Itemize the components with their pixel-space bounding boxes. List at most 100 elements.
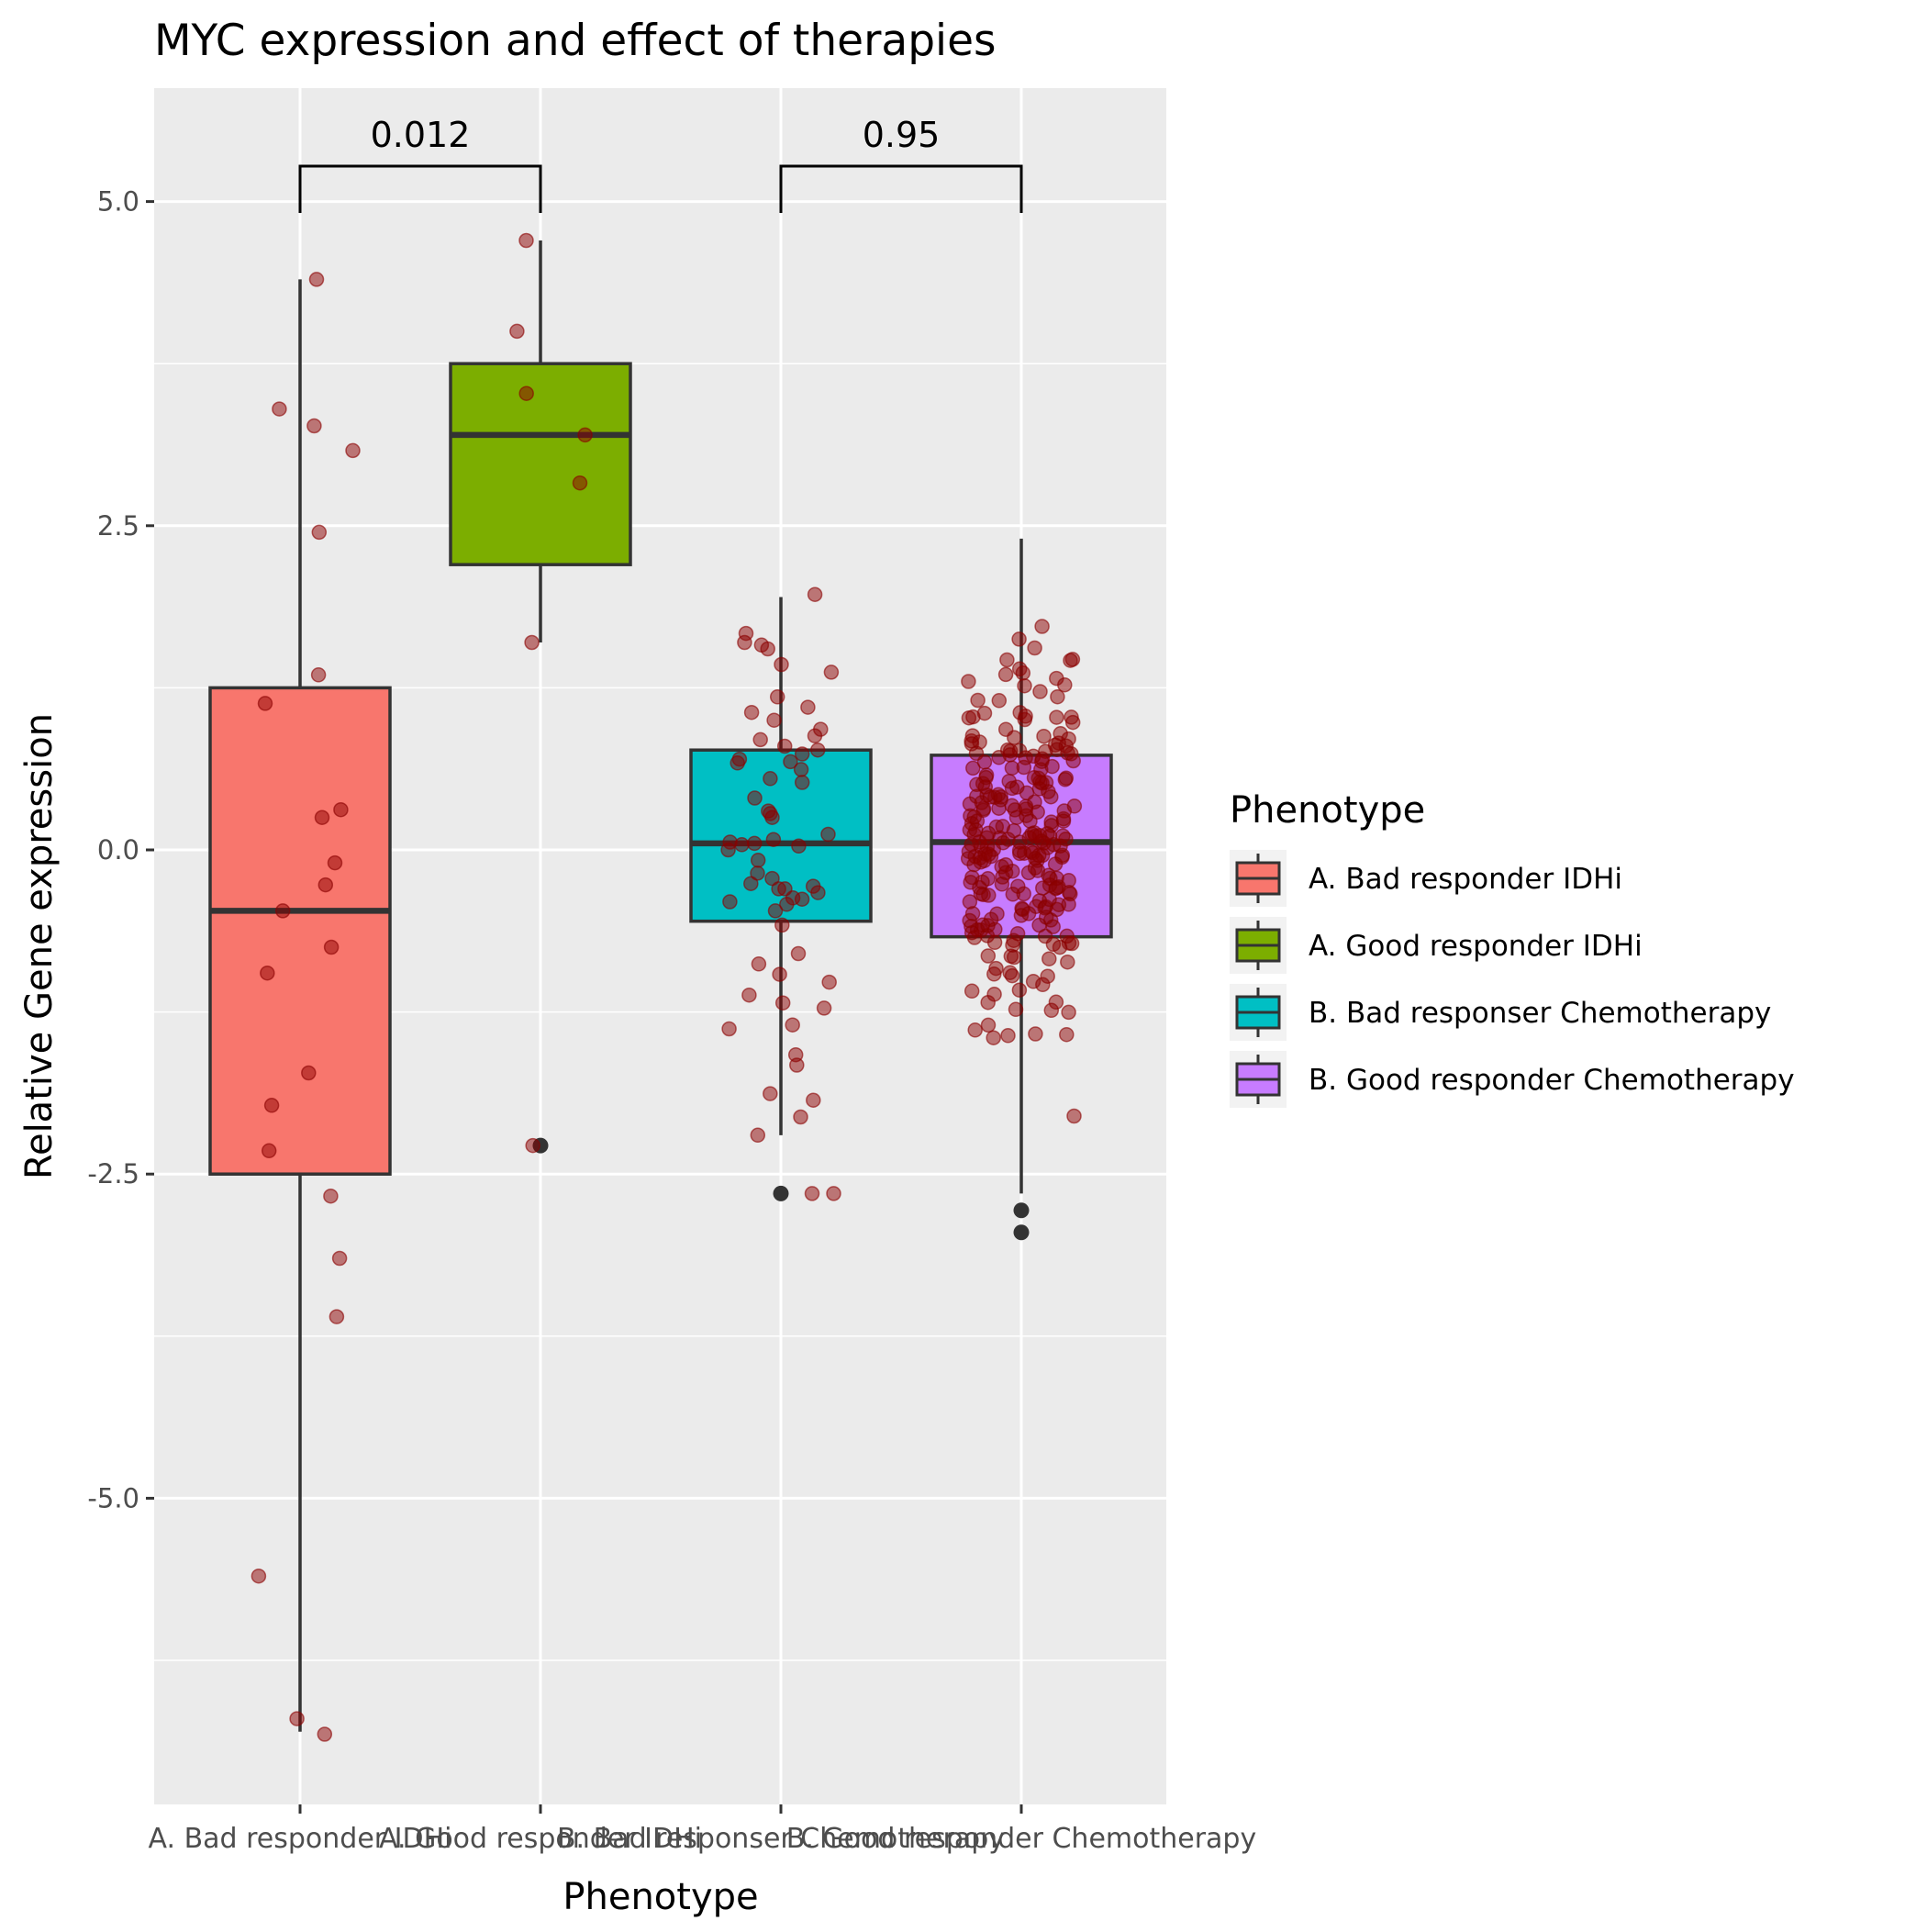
jitter-point: [518, 232, 534, 249]
jitter-point: [1043, 788, 1059, 805]
jitter-point: [1012, 845, 1028, 862]
jitter-point: [970, 692, 986, 709]
jitter-point: [743, 704, 760, 720]
jitter-point: [331, 1250, 348, 1267]
jitter-point: [809, 742, 826, 758]
jitter-point: [989, 906, 1005, 921]
jitter-point: [310, 667, 327, 683]
jitter-point: [1033, 833, 1050, 849]
jitter-point: [764, 810, 780, 825]
jitter-point: [794, 746, 810, 762]
jitter-point: [965, 760, 981, 776]
box: [208, 686, 392, 1176]
jitter-point: [1008, 1001, 1024, 1018]
jitter-point: [826, 1186, 841, 1201]
jitter-point: [1055, 828, 1071, 843]
jitter-point: [1035, 880, 1051, 896]
jitter-point: [1027, 640, 1042, 656]
jitter-point: [311, 524, 328, 541]
jitter-point: [981, 846, 997, 863]
y-tick-label: 2.5: [97, 510, 139, 542]
jitter-point: [980, 825, 997, 842]
jitter-point: [980, 918, 996, 933]
jitter-point: [572, 475, 588, 491]
jitter-point: [806, 1092, 821, 1108]
jitter-point: [1060, 954, 1075, 970]
jitter-point: [962, 912, 977, 929]
jitter-point: [257, 696, 273, 711]
jitter-point: [306, 418, 322, 434]
jitter-point: [785, 1017, 800, 1033]
jitter-point: [766, 712, 782, 728]
jitter-point: [1064, 714, 1081, 731]
jitter-point: [1011, 631, 1027, 647]
legend-title: Phenotype: [1230, 789, 1425, 832]
jitter-point: [823, 664, 840, 680]
jitter-point: [345, 442, 361, 459]
jitter-point: [1012, 705, 1028, 720]
jitter-point: [1051, 897, 1067, 912]
jitter-point: [1003, 948, 1019, 965]
legend-label: A. Bad responder IDHi: [1309, 863, 1622, 896]
x-tick-label: A. Bad responder IDHi: [149, 1823, 452, 1855]
jitter-point: [794, 891, 810, 907]
jitter-point: [1014, 900, 1030, 917]
jitter-point: [1034, 619, 1050, 634]
jitter-point: [751, 956, 767, 972]
jitter-point: [1031, 917, 1047, 933]
jitter-point: [962, 894, 978, 910]
jitter-point: [816, 1000, 832, 1016]
jitter-point: [730, 755, 745, 771]
jitter-point: [980, 948, 997, 964]
y-axis-title: Relative Gene expression: [18, 713, 61, 1179]
jitter-point: [524, 634, 540, 651]
legend: Phenotype A. Bad responder IDHi A. Good r…: [1230, 789, 1795, 1108]
jitter-point: [776, 738, 793, 754]
jitter-point: [986, 1030, 1001, 1045]
jitter-point: [979, 787, 995, 803]
jitter-point: [1045, 919, 1061, 934]
jitter-point: [1061, 1004, 1076, 1021]
jitter-point: [791, 838, 807, 854]
jitter-point: [577, 427, 593, 443]
jitter-point: [960, 851, 976, 866]
jitter-point: [1031, 847, 1047, 864]
jitter-point: [329, 1309, 345, 1324]
jitter-point: [1050, 688, 1065, 705]
jitter-point: [997, 666, 1014, 683]
jitter-point: [763, 1086, 778, 1101]
jitter-point: [774, 995, 791, 1011]
jitter-point: [1043, 818, 1060, 833]
jitter-point: [1002, 965, 1018, 980]
jitter-point: [976, 754, 993, 770]
jitter-points: [251, 232, 1083, 1742]
jitter-point: [986, 934, 1003, 951]
jitter-point: [793, 762, 809, 777]
jitter-point: [314, 810, 330, 825]
jitter-point: [821, 974, 837, 990]
x-axis-title: Phenotype: [563, 1876, 758, 1918]
jitter-point: [1066, 798, 1083, 814]
jitter-point: [750, 1127, 766, 1144]
jitter-point: [820, 826, 836, 843]
jitter-point: [1028, 1026, 1043, 1042]
jitter-point: [999, 652, 1015, 668]
legend-label: B. Bad responser Chemotherapy: [1309, 997, 1771, 1030]
jitter-point: [251, 1568, 267, 1584]
jitter-point: [810, 885, 826, 900]
jitter-point: [774, 917, 790, 933]
chart-title: MYC expression and effect of therapies: [154, 16, 997, 66]
jitter-point: [1057, 772, 1074, 787]
jitter-point: [772, 966, 787, 982]
jitter-point: [1048, 880, 1064, 897]
y-axis: -5.0 -2.5 0.0 2.5 5.0: [87, 186, 154, 1513]
jitter-point: [289, 1711, 305, 1726]
jitter-point: [1004, 760, 1020, 776]
jitter-point: [1054, 847, 1071, 864]
jitter-point: [509, 323, 525, 340]
jitter-point: [1063, 653, 1078, 668]
jitter-point: [800, 699, 816, 715]
x-tick-label: B. Good responder Chemotherapy: [786, 1823, 1256, 1855]
